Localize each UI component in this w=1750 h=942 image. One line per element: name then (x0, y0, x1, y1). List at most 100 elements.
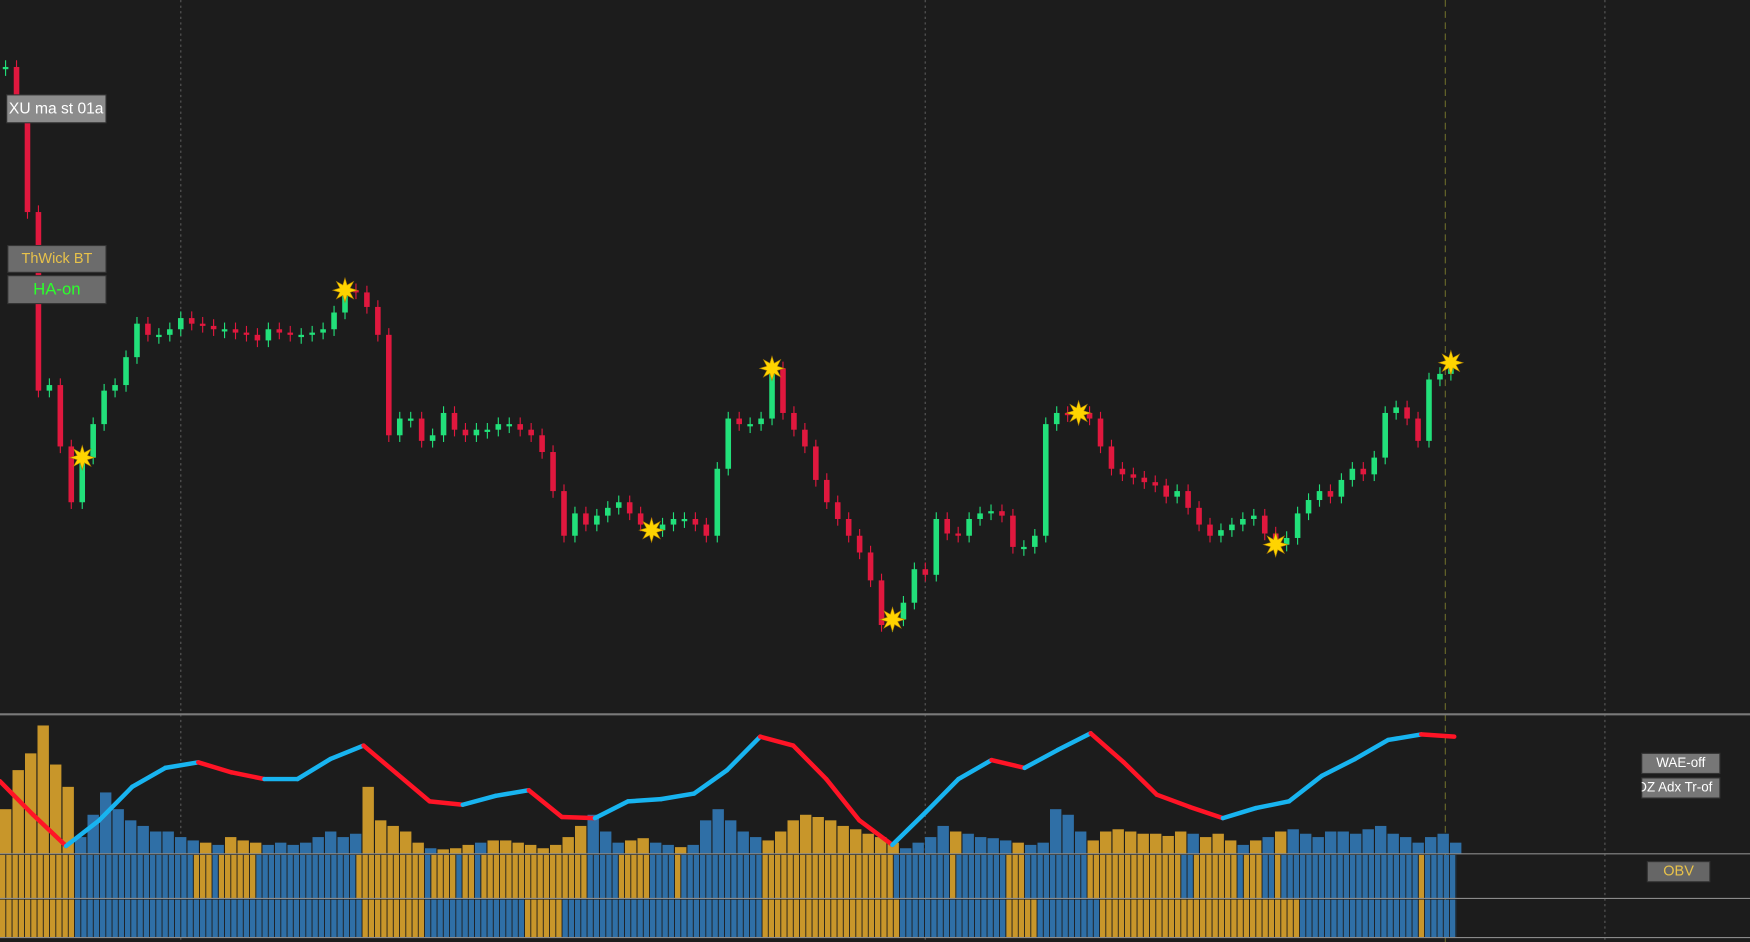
candle-body (834, 502, 841, 519)
candle-body (331, 312, 337, 330)
candle-body (276, 329, 283, 333)
histogram-bar (1175, 831, 1187, 854)
histogram-bar (37, 725, 49, 854)
histogram-bar (600, 831, 612, 854)
histogram-bar (875, 837, 887, 854)
button-bg (1641, 752, 1721, 775)
oscillator-segment (1319, 756, 1358, 778)
candle-body (451, 412, 458, 430)
histogram-bar (362, 786, 374, 854)
histogram-bar (200, 842, 212, 854)
candle-body (867, 552, 874, 581)
histogram-bar (387, 825, 399, 854)
histogram-bar (850, 829, 862, 854)
candle-body (506, 424, 513, 427)
candle-body (1010, 515, 1016, 547)
bar-separators (0, 853, 1458, 938)
histogram-bar (462, 844, 474, 854)
candle-body (725, 418, 732, 469)
histogram-bar (1037, 842, 1049, 854)
histogram-bar (950, 831, 962, 854)
histogram-bar (700, 820, 712, 854)
signal-star (638, 516, 665, 544)
histogram-bar (225, 837, 237, 854)
candle-body (1086, 412, 1093, 419)
candle-body (243, 332, 250, 335)
histogram-bar (1025, 844, 1037, 854)
oscillator-segment (989, 757, 1027, 771)
histogram-bar (62, 786, 74, 854)
candle-body (2, 66, 9, 70)
histogram-bar (1275, 831, 1287, 854)
candle-body (933, 518, 940, 575)
histogram-bar (762, 840, 774, 854)
histogram-bar (737, 831, 749, 854)
histogram-bar (925, 837, 937, 854)
histogram-bar (350, 833, 362, 854)
oscillator-segment (460, 793, 498, 807)
candle-body (681, 518, 688, 522)
candle-body (1218, 530, 1224, 536)
oscillator-segment (790, 743, 829, 782)
signal-star (879, 606, 906, 633)
button-bg (6, 94, 107, 124)
histogram-bar (425, 848, 437, 854)
ha-button[interactable]: HA-on (7, 275, 107, 305)
period-separators (180, 0, 1606, 942)
histogram-bar (900, 848, 912, 854)
candle-body (1371, 457, 1378, 475)
histogram-bar (1325, 831, 1337, 854)
oscillator-segment (63, 818, 102, 849)
button-bg (1641, 777, 1721, 799)
histogram-bar (1087, 840, 1099, 854)
candle-body (1349, 468, 1356, 480)
candle-body (1305, 500, 1312, 514)
wae-button[interactable]: WAE-off (1641, 752, 1721, 775)
candle-body (823, 479, 830, 503)
oscillator-segment (427, 799, 465, 807)
candle-body (583, 513, 589, 525)
candle-body (659, 524, 666, 531)
candle-body (1021, 546, 1027, 550)
candle-body (539, 435, 545, 453)
histogram-bar (87, 814, 99, 854)
candle-body (1415, 418, 1421, 441)
candle-body (856, 535, 863, 553)
histogram-bar (650, 842, 662, 854)
candle-body (1393, 407, 1399, 413)
candle-body (1360, 468, 1367, 475)
histogram-bar (837, 825, 849, 854)
oscillator-segment (1022, 747, 1060, 771)
candle-body (878, 580, 885, 626)
candle-body (999, 511, 1005, 516)
candle-body (1229, 524, 1235, 531)
signal-star (758, 355, 786, 382)
button-bg (7, 244, 107, 273)
histogram-bar (725, 820, 737, 854)
histogram-bar (262, 844, 274, 854)
oscillator-segment (361, 743, 399, 776)
histogram-bar (612, 842, 624, 854)
candle-body (167, 329, 173, 335)
candle-body (900, 602, 907, 620)
candle-body (758, 418, 764, 425)
histogram-bar (1075, 831, 1087, 854)
oscillator-segment (923, 776, 961, 815)
histogram-bar (1350, 833, 1362, 854)
candle-body (550, 452, 556, 492)
oscillator-segment (1055, 731, 1093, 753)
ma-button[interactable]: XU ma st 01a (6, 94, 107, 124)
histogram-bar (1150, 833, 1162, 854)
candle-body (177, 318, 184, 330)
thwick-button[interactable]: ThWick BT (7, 244, 107, 273)
adx-button[interactable]: DZ Adx Tr-of (1637, 777, 1721, 799)
histogram-bar (150, 831, 162, 854)
histogram-bar (1137, 833, 1149, 854)
histogram-bar (912, 842, 924, 854)
oscillator-segment (625, 796, 664, 804)
histogram-bar (687, 844, 699, 854)
candle-body (46, 385, 53, 391)
candle-body (57, 385, 64, 447)
obv-button[interactable]: OBV (1646, 861, 1711, 883)
button-label: HA-on (33, 280, 80, 299)
